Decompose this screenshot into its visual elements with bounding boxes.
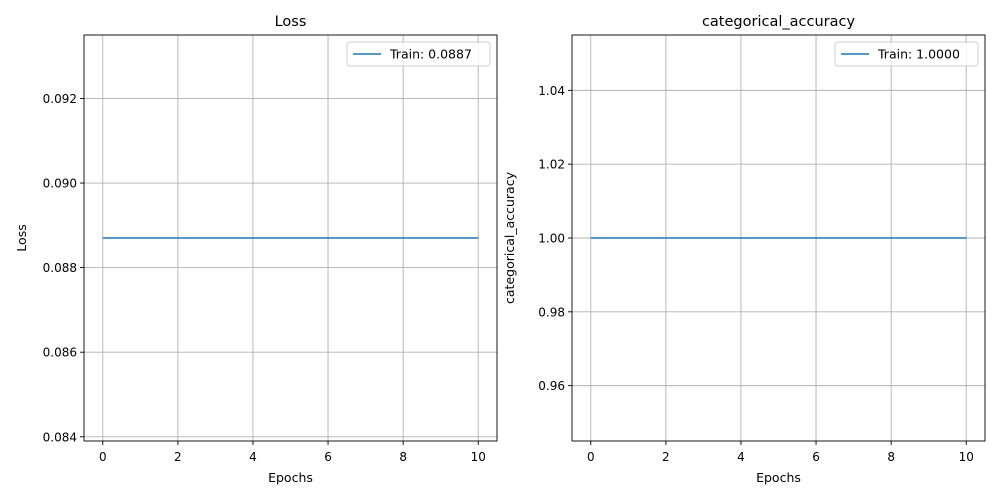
y-tick-label: 0.96 (538, 379, 565, 393)
y-tick-label: 1.04 (538, 84, 565, 98)
y-tick-label: 0.98 (538, 305, 565, 319)
x-tick-label: 10 (959, 450, 974, 464)
x-tick-label: 4 (737, 450, 745, 464)
x-tick-label: 6 (812, 450, 820, 464)
legend: Train: 1.0000 (834, 41, 979, 67)
legend-label: Train: 0.0887 (389, 47, 472, 62)
y-axis-label: Loss (14, 224, 29, 251)
x-tick-label: 6 (324, 450, 332, 464)
y-tick-label: 0.090 (43, 177, 77, 191)
plot-frame (83, 34, 498, 442)
y-tick-label: 0.084 (43, 430, 77, 444)
y-tick-label: 0.086 (43, 346, 77, 360)
accuracy-chart: 0 2 4 6 8 10 0.96 0.98 1.00 1.02 1.04 categorical_a… (502, 14, 986, 485)
x-tick-label: 8 (399, 450, 407, 464)
legend-box (834, 41, 979, 67)
x-tick-label: 2 (174, 450, 182, 464)
x-tick-label: 8 (887, 450, 895, 464)
y-axis-label: categorical_accuracy (502, 171, 517, 304)
loss-chart: 0 2 4 6 8 10 0.084 0.086 0.088 0.090 0.092 Loss Epoc… (14, 14, 498, 485)
legend: Train: 0.0887 (346, 41, 491, 67)
legend-box (346, 41, 491, 67)
x-axis-label: Epochs (268, 470, 313, 485)
y-tick-label: 0.088 (43, 261, 77, 275)
x-tick-label: 0 (587, 450, 595, 464)
chart-title: categorical_accuracy (702, 14, 856, 30)
x-tick-label: 2 (662, 450, 670, 464)
y-tick-label: 1.02 (538, 158, 565, 172)
y-tick-label: 0.092 (43, 92, 77, 106)
x-tick-label: 4 (249, 450, 257, 464)
x-tick-label: 10 (471, 450, 486, 464)
chart-title: Loss (275, 14, 307, 30)
y-tick-label: 1.00 (538, 232, 565, 246)
x-axis-label: Epochs (756, 470, 801, 485)
legend-label: Train: 1.0000 (877, 47, 960, 62)
x-tick-label: 0 (99, 450, 107, 464)
